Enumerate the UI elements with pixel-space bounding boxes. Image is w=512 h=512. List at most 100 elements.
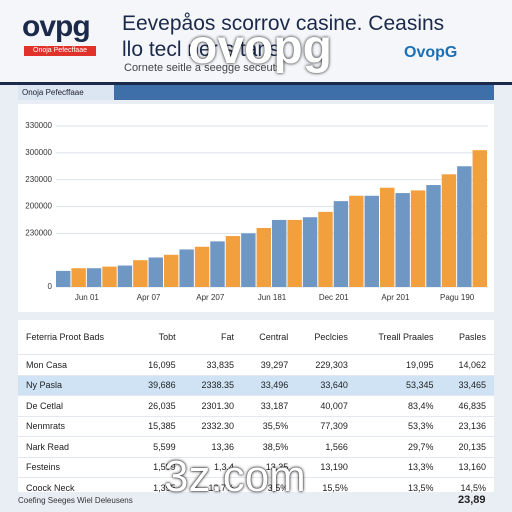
y-tick-label: 300000 (25, 148, 52, 157)
table-cell: 53,3% (355, 415, 442, 437)
table-cell: 16,095 (131, 354, 184, 375)
bar (56, 270, 71, 287)
bar (117, 265, 133, 287)
column-header: Tobt (158, 332, 176, 342)
column-header: Central (259, 332, 289, 342)
column-header: Pasles (458, 332, 486, 342)
bar (441, 174, 457, 287)
bar (287, 219, 302, 287)
column-header: Treall Praales (378, 332, 434, 342)
header (0, 0, 512, 85)
table-cell: 23,136 (441, 415, 494, 437)
table-cell: 15,385 (131, 415, 184, 437)
bar (472, 150, 487, 287)
bar (349, 195, 364, 287)
logo-tag: Onoja Pefecffaae (24, 46, 96, 56)
x-tick-label: Jun 01 (75, 293, 100, 302)
bar (102, 266, 117, 287)
table-cell: 46,835 (441, 395, 494, 416)
footer: Coefing Seeges Wiel Deleusens (18, 496, 133, 505)
bar (179, 249, 194, 287)
bar (210, 241, 225, 287)
bar (194, 246, 210, 287)
table-cell: 35,5% (242, 415, 297, 437)
table-row[interactable]: Mon Casa 16,095 33,835 39,297 229,303 19,095 1… (18, 354, 494, 375)
bar (148, 257, 163, 287)
chart: 0 230000 200000 230000 300000 330000 Jun 01 Apr… (18, 104, 494, 312)
column-header: Feterria Proot Bads (26, 332, 105, 342)
table-row[interactable]: Coock Neck 1,395 13,7% 3,5% 15,5% 13,5% 14,5% (18, 477, 494, 498)
header-row: Feterria Proot Bads Tobt Fat Central Peclcie… (18, 320, 494, 355)
table-cell: 14,5% (441, 477, 494, 498)
table-cell: 38,5% (242, 436, 297, 457)
table-cell: 33,640 (296, 374, 356, 396)
x-tick-label: Apr 207 (196, 293, 225, 302)
bar (333, 201, 349, 287)
bar (86, 268, 102, 287)
y-tick-label: 0 (48, 282, 53, 291)
table-row[interactable]: Nenmrats 15,385 2332.30 35,5% 77,309 53,3% 23,… (18, 415, 494, 437)
column-header: Peclcies (314, 332, 348, 342)
table-cell: 33,835 (183, 354, 243, 375)
tab[interactable]: Onoja Pefecffaae (18, 85, 114, 100)
watermark: 3z.com (164, 452, 306, 501)
table-cell: 29,7% (355, 436, 442, 457)
table-cell: 13,35 (242, 456, 297, 478)
table-row[interactable]: Ny Pasla 39,686 2338.35 33,496 33,640 53,345 3… (18, 374, 494, 396)
table-cell: Nenmrats (18, 415, 132, 437)
y-tick-label: 330000 (25, 121, 52, 130)
table-cell: Ny Pasla (18, 374, 132, 396)
table-cell: 26,035 (131, 395, 184, 416)
table-cell: Mon Casa (18, 354, 132, 375)
table-cell: 39,686 (131, 374, 184, 396)
bar (256, 227, 271, 287)
overlay-text: ovopg (188, 21, 332, 74)
table-cell: 33,465 (441, 374, 494, 396)
table-cell: 39,297 (242, 354, 297, 375)
right-logo: OvopG (404, 44, 458, 61)
table-cell: 77,309 (296, 415, 356, 437)
footer-number: 23,89 (458, 494, 486, 506)
table-cell: 229,303 (296, 354, 356, 375)
table-cell: 40,007 (296, 395, 356, 416)
bar (302, 217, 318, 287)
bar (318, 211, 333, 287)
bar (71, 268, 86, 287)
table-cell: 14,062 (441, 354, 494, 375)
x-tick-label: Apr 07 (137, 293, 161, 302)
bar (272, 219, 287, 287)
table-cell: 2301.30 (183, 395, 243, 416)
y-tick-label: 230000 (25, 175, 52, 184)
table-cell: 5,599 (131, 436, 184, 457)
table-cell: 13,36 (183, 436, 243, 457)
table-cell: 13,7% (183, 477, 243, 498)
title: Eevepåos scorrov casine. Ceasins (122, 12, 445, 35)
table-cell: 13,5% (355, 477, 442, 498)
bar (241, 233, 256, 287)
table-cell: 33,187 (242, 395, 297, 416)
bar (225, 236, 241, 287)
logo: ovpg (22, 10, 91, 43)
table-cell: 1,3.4 (183, 456, 243, 478)
table-row[interactable]: De Cetlal 26,035 2301.30 33,187 40,007 83,4% 4… (18, 395, 494, 416)
table-cell: 1,566 (296, 436, 356, 457)
bar (133, 260, 148, 287)
bar (364, 195, 379, 287)
y-tick-label: 230000 (25, 228, 52, 237)
table-row[interactable]: Nark Read 5,599 13,36 38,5% 1,566 29,7% 20,135 (18, 436, 494, 457)
table-cell: 1,395 (131, 477, 184, 498)
table-cell: 2338.35 (183, 374, 243, 396)
x-tick-label: Pagu 190 (440, 293, 475, 302)
table-cell: 13,190 (296, 456, 356, 478)
tab-bar (18, 85, 494, 100)
table-cell: 3,5% (242, 477, 297, 498)
table-cell: 33,496 (242, 374, 297, 396)
subtitle: Cornete seitle a seegge seceuts (124, 62, 282, 74)
table: Feterria Proot Bads Tobt Fat Central Peclcie… (18, 320, 494, 498)
table-cell: Nark Read (18, 436, 132, 457)
title-line: llo tecl ner s tans (122, 38, 280, 61)
y-tick-label: 200000 (25, 202, 52, 211)
table-row[interactable]: Festeins 1,599 1,3.4 13,35 13,190 13,3% 13,160 (18, 456, 494, 478)
table-cell: 2332.30 (183, 415, 243, 437)
